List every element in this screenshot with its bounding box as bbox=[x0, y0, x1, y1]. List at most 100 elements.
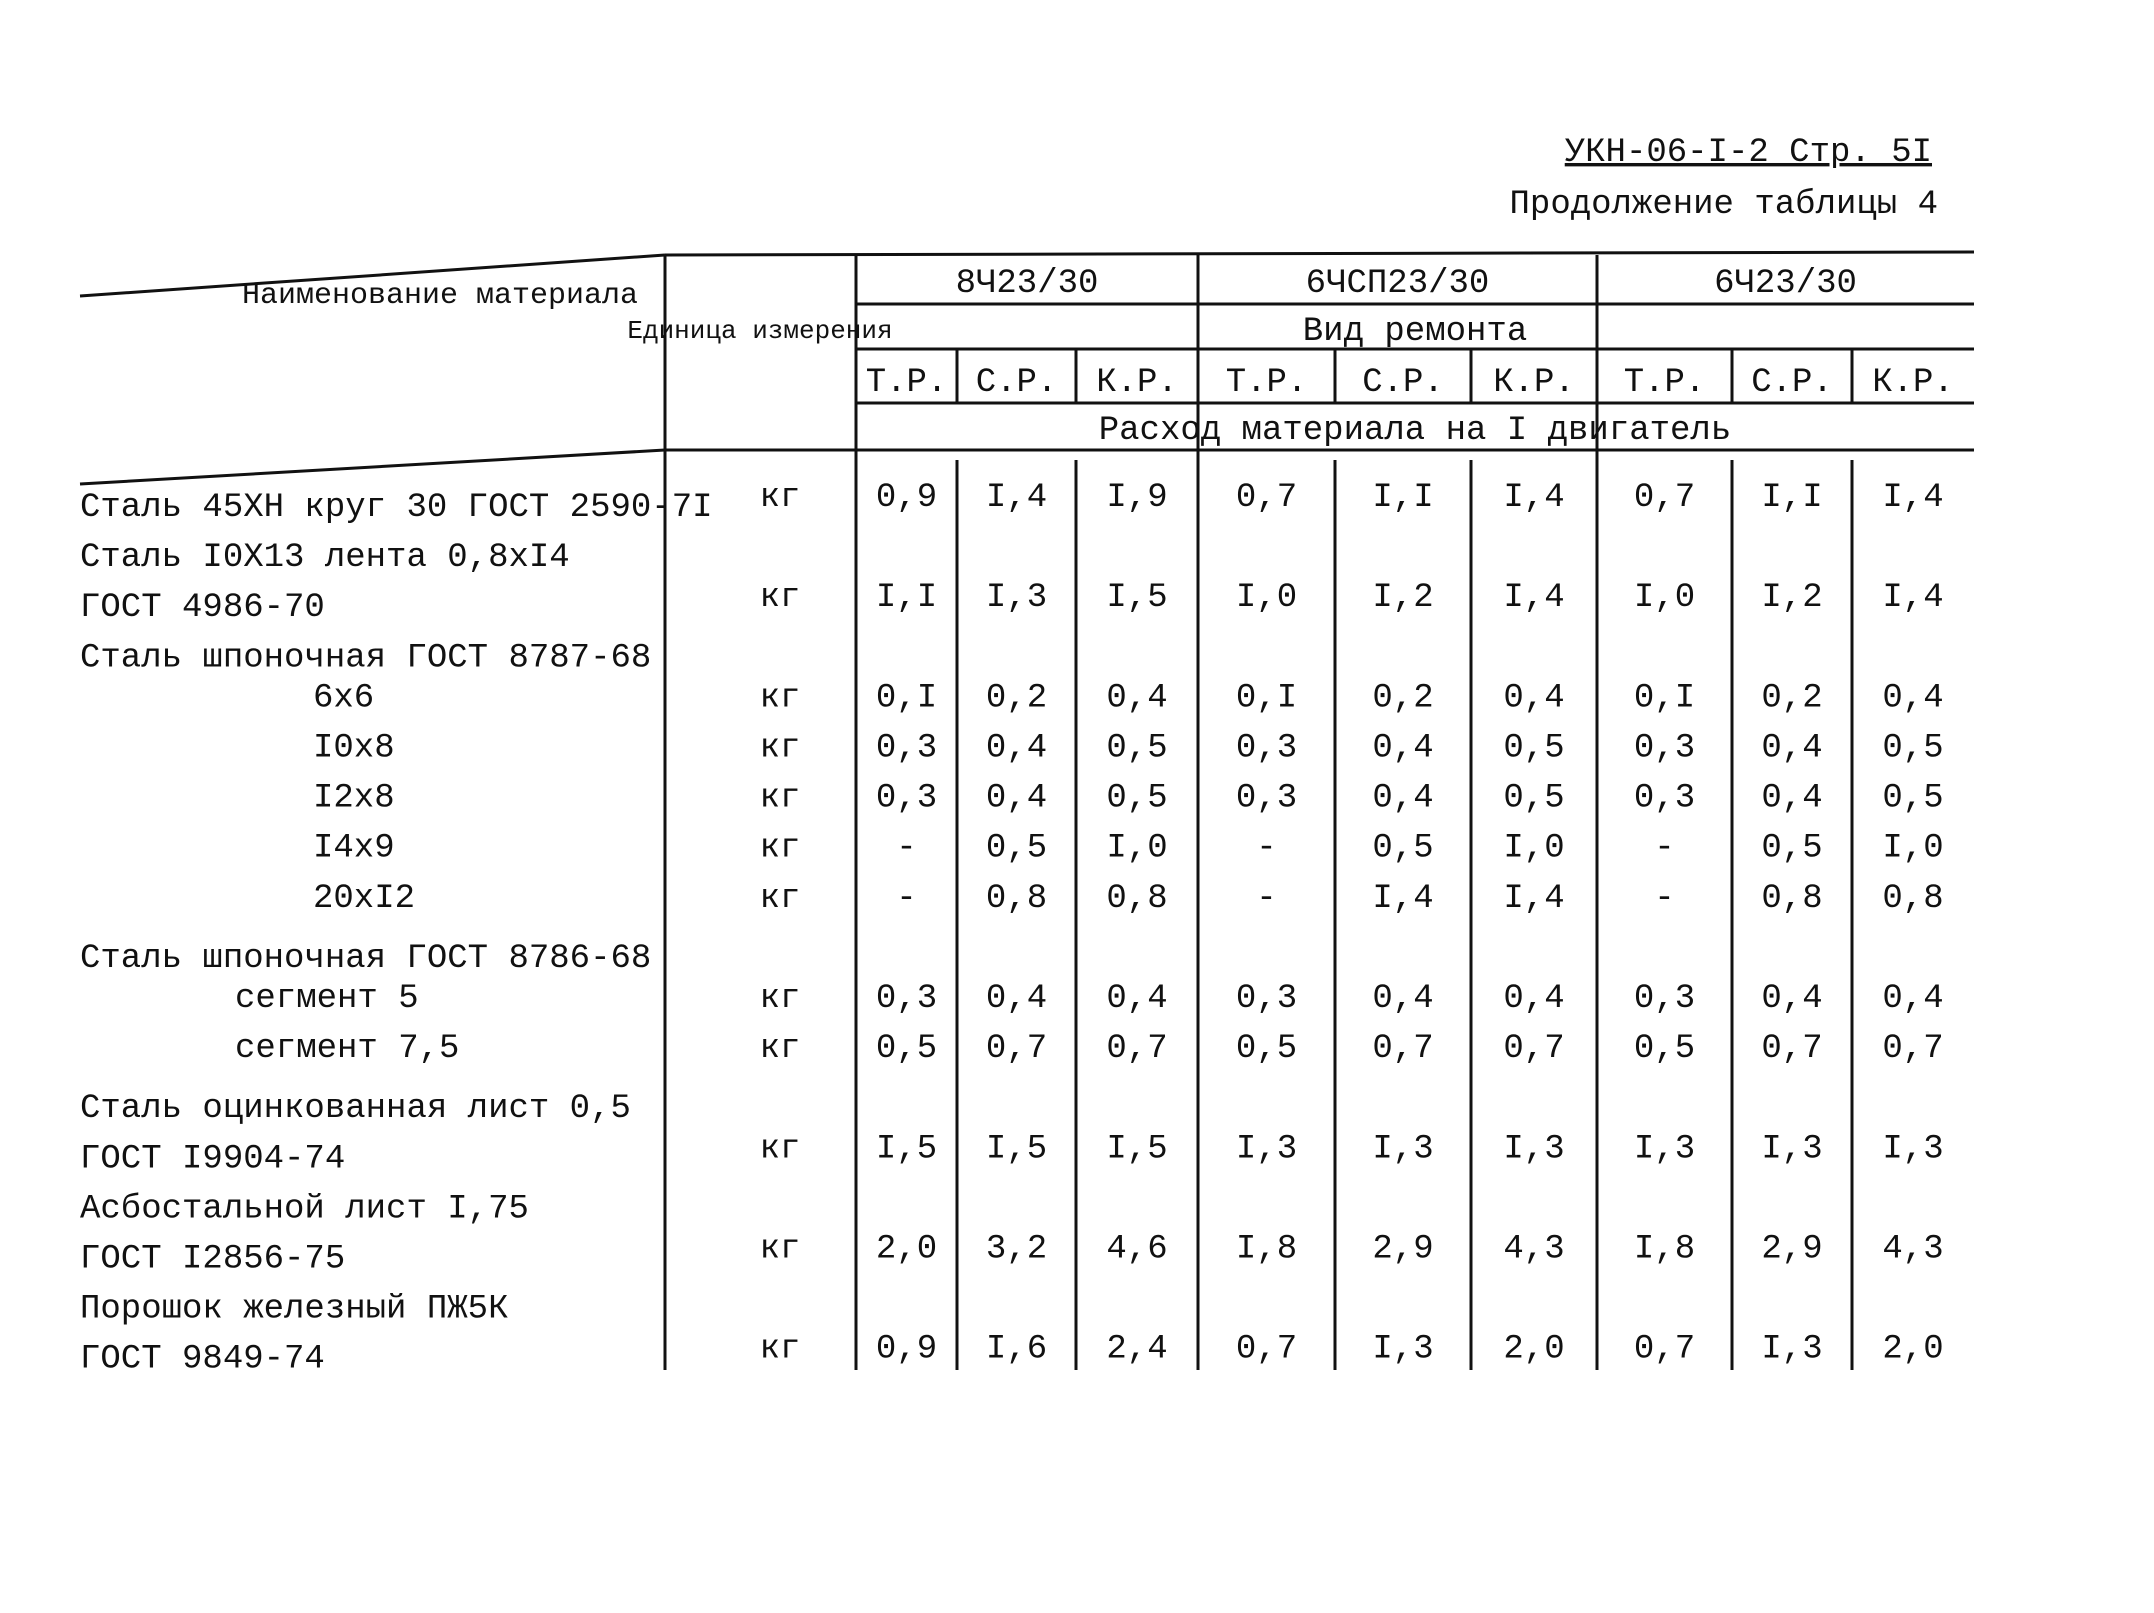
value: 0,8 bbox=[1882, 880, 1943, 918]
repair-type: С.Р. bbox=[1362, 364, 1444, 402]
value: 0,3 bbox=[1236, 729, 1297, 767]
value: 0,I bbox=[1236, 679, 1297, 717]
value: 0,3 bbox=[1236, 980, 1297, 1018]
value: 0,5 bbox=[1503, 729, 1564, 767]
value: 0,3 bbox=[876, 729, 937, 767]
rule bbox=[664, 250, 1975, 257]
value: 0,5 bbox=[1882, 729, 1943, 767]
value: 0,5 bbox=[1106, 780, 1167, 818]
value: I,I bbox=[876, 579, 937, 617]
unit: кг bbox=[760, 880, 801, 918]
item-name: I2х8 bbox=[313, 780, 395, 818]
repair-type: К.Р. bbox=[1872, 364, 1954, 402]
material-name: ГОСТ 9849-74 bbox=[80, 1341, 325, 1379]
value: I,4 bbox=[1882, 579, 1943, 617]
unit: кг bbox=[760, 1030, 801, 1068]
value: 0,5 bbox=[876, 1030, 937, 1068]
value: - bbox=[896, 830, 916, 868]
item-name: I0х8 bbox=[313, 729, 395, 767]
value: 0,4 bbox=[1503, 980, 1564, 1018]
value: 0,4 bbox=[1882, 980, 1943, 1018]
value: 0,5 bbox=[986, 830, 1047, 868]
value: 0,5 bbox=[1634, 1030, 1695, 1068]
value: 0,3 bbox=[876, 780, 937, 818]
value: I,3 bbox=[1761, 1130, 1822, 1168]
value: I,4 bbox=[1882, 479, 1943, 517]
value: - bbox=[1654, 880, 1674, 918]
value: I,5 bbox=[1106, 1130, 1167, 1168]
engine-header: 6ЧСП23/30 bbox=[1306, 265, 1490, 303]
unit: кг bbox=[760, 1130, 801, 1168]
value: 0,4 bbox=[1882, 679, 1943, 717]
value: I,3 bbox=[1372, 1130, 1433, 1168]
repair-type: К.Р. bbox=[1096, 364, 1178, 402]
value: I,0 bbox=[1634, 579, 1695, 617]
value: 0,3 bbox=[1634, 729, 1695, 767]
value: I,9 bbox=[1106, 479, 1167, 517]
value: - bbox=[1654, 830, 1674, 868]
repair-type: Т.Р. bbox=[1624, 364, 1706, 402]
value: 4,3 bbox=[1882, 1230, 1943, 1268]
value: I,0 bbox=[1882, 830, 1943, 868]
repair-type: К.Р. bbox=[1493, 364, 1575, 402]
engine-header: 6Ч23/30 bbox=[1714, 265, 1857, 303]
material-name: Порошок железный ПЖ5К bbox=[80, 1291, 508, 1329]
value: - bbox=[896, 880, 916, 918]
repair-type: С.Р. bbox=[1751, 364, 1833, 402]
consumption-header: Расход материала на I двигатель bbox=[1099, 412, 1732, 450]
value: 0,4 bbox=[1761, 780, 1822, 818]
value: 0,5 bbox=[1503, 780, 1564, 818]
item-name: 6х6 bbox=[313, 679, 374, 717]
value: 0,4 bbox=[1372, 780, 1433, 818]
material-name: Сталь I0Х13 лента 0,8хI4 bbox=[80, 539, 570, 577]
value: I,5 bbox=[876, 1130, 937, 1168]
value: 0,8 bbox=[986, 880, 1047, 918]
unit: кг bbox=[760, 980, 801, 1018]
value: 0,7 bbox=[1372, 1030, 1433, 1068]
value: 0,3 bbox=[876, 980, 937, 1018]
unit: кг bbox=[760, 830, 801, 868]
value: 0,4 bbox=[1761, 729, 1822, 767]
value: 0,8 bbox=[1761, 880, 1822, 918]
rule bbox=[79, 448, 666, 486]
value: I,6 bbox=[986, 1331, 1047, 1369]
value: 0,7 bbox=[1761, 1030, 1822, 1068]
value: 4,6 bbox=[1106, 1230, 1167, 1268]
item-name: сегмент 7,5 bbox=[235, 1030, 459, 1068]
value: 2,9 bbox=[1761, 1230, 1822, 1268]
value: 0,4 bbox=[1372, 980, 1433, 1018]
value: - bbox=[1256, 880, 1276, 918]
value: 0,4 bbox=[1106, 679, 1167, 717]
value: 0,4 bbox=[986, 729, 1047, 767]
value: 2,0 bbox=[876, 1230, 937, 1268]
unit: кг bbox=[760, 479, 801, 517]
value: 0,7 bbox=[986, 1030, 1047, 1068]
material-name: Асбостальной лист I,75 bbox=[80, 1190, 529, 1228]
value: 0,I bbox=[1634, 679, 1695, 717]
value: I,4 bbox=[986, 479, 1047, 517]
repair-header: Вид ремонта bbox=[1303, 313, 1527, 351]
value: 0,4 bbox=[986, 980, 1047, 1018]
value: 0,7 bbox=[1634, 1331, 1695, 1369]
repair-type: Т.Р. bbox=[866, 364, 948, 402]
value: 0,9 bbox=[876, 1331, 937, 1369]
unit: кг bbox=[760, 780, 801, 818]
value: 2,4 bbox=[1106, 1331, 1167, 1369]
value: 3,2 bbox=[986, 1230, 1047, 1268]
value: - bbox=[1256, 830, 1276, 868]
value: 0,4 bbox=[1503, 679, 1564, 717]
value: I,I bbox=[1372, 479, 1433, 517]
material-name: Сталь шпоночная ГОСТ 8787-68 bbox=[80, 639, 651, 677]
value: I,2 bbox=[1372, 579, 1433, 617]
repair-type: С.Р. bbox=[976, 364, 1058, 402]
value: 0,4 bbox=[1761, 980, 1822, 1018]
value: I,3 bbox=[1503, 1130, 1564, 1168]
unit: кг bbox=[760, 579, 801, 617]
repair-type: Т.Р. bbox=[1226, 364, 1308, 402]
value: I,3 bbox=[1634, 1130, 1695, 1168]
value: I,0 bbox=[1236, 579, 1297, 617]
value: 0,7 bbox=[1503, 1030, 1564, 1068]
header-unit: Единица измерения bbox=[627, 316, 892, 346]
value: I,I bbox=[1761, 479, 1822, 517]
